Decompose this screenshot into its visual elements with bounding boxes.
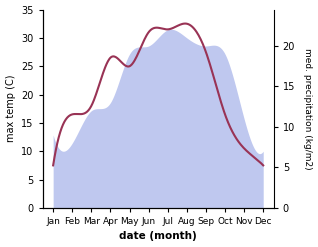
Y-axis label: med. precipitation (kg/m2): med. precipitation (kg/m2) — [303, 48, 313, 169]
Y-axis label: max temp (C): max temp (C) — [5, 75, 16, 143]
X-axis label: date (month): date (month) — [119, 231, 197, 242]
